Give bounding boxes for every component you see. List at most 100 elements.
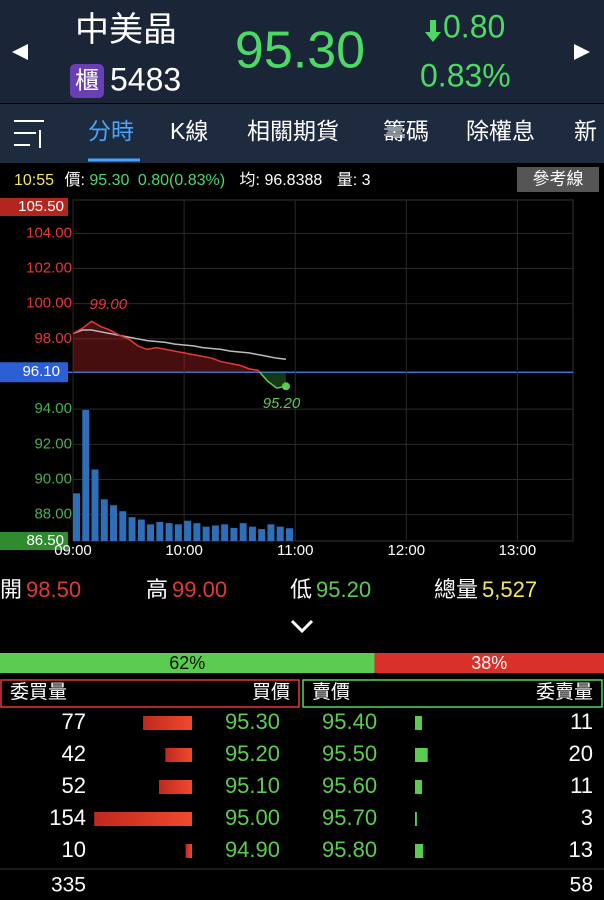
ref-button-label[interactable]: 參考線 <box>533 169 584 188</box>
info-time: 10:55 <box>14 172 54 189</box>
price-area-down <box>73 372 286 389</box>
bid-total: 335 <box>51 874 86 897</box>
x-tick-label: 12:00 <box>388 542 426 559</box>
price-line-up <box>73 320 261 372</box>
reference-label: 96.10 <box>22 363 60 380</box>
y-tick-label: 86.50 <box>26 532 64 549</box>
stock-name: 中美晶 <box>75 11 177 49</box>
buy-ratio-bar <box>0 653 375 673</box>
summary-item: 總量 5,527 <box>434 577 537 602</box>
volume-bar <box>193 523 201 541</box>
y-edge-box <box>0 532 68 550</box>
ask-bar <box>415 812 417 826</box>
prev-arrow[interactable] <box>12 44 28 60</box>
volume-bar <box>239 523 247 541</box>
header-bid-price: 買價 <box>252 681 290 703</box>
summary-label: 低 <box>290 577 312 602</box>
summary-label: 高 <box>146 577 168 602</box>
ask-price: 95.80 <box>322 837 377 862</box>
plot-bg <box>72 199 574 542</box>
summary-item: 高 99.00 <box>146 577 227 602</box>
volume-bar <box>174 524 182 541</box>
y-tick-label: 100.00 <box>26 295 72 312</box>
board-badge <box>70 64 104 98</box>
bid-header-box <box>0 679 300 708</box>
summary-value: 95.20 <box>316 577 371 602</box>
info-bar <box>0 164 604 197</box>
ask-bar <box>415 748 428 762</box>
y-tick-label: 88.00 <box>34 506 72 523</box>
avg-line <box>72 329 287 360</box>
volume-bar <box>202 526 210 541</box>
summary-item: 低 95.20 <box>290 577 371 602</box>
ask-price: 95.70 <box>322 805 377 830</box>
ask-bar <box>415 844 424 858</box>
x-tick-label: 11:00 <box>277 542 313 559</box>
bid-qty: 42 <box>62 741 86 766</box>
code: 5483 <box>110 61 181 97</box>
volume-bar <box>128 517 136 541</box>
summary-value: 98.50 <box>26 577 81 602</box>
tab[interactable]: 新 <box>574 118 597 144</box>
volume-bar <box>285 528 293 541</box>
bid-bar <box>185 844 192 858</box>
volume-bar <box>82 409 90 541</box>
volume-bar <box>73 493 80 541</box>
ask-qty: 13 <box>569 837 593 862</box>
tab[interactable]: 籌碼 <box>383 118 429 144</box>
tab[interactable]: K線 <box>170 118 208 144</box>
x-tick-label: 09:00 <box>54 542 92 559</box>
volume-bar <box>258 529 266 541</box>
volume-bar <box>184 520 192 541</box>
bid-price: 94.90 <box>225 837 280 862</box>
summary-label: 開 <box>0 577 22 602</box>
ask-qty: 20 <box>569 741 593 766</box>
change-pct: 0.83% <box>420 57 511 93</box>
annotation: 95.20 <box>263 395 301 412</box>
sell-ratio-bar <box>374 653 604 673</box>
ask-price: 95.40 <box>322 709 377 734</box>
bid-bar <box>158 780 192 794</box>
menu-icon[interactable] <box>14 120 44 148</box>
tab[interactable]: 除權息 <box>466 118 535 144</box>
bid-qty: 52 <box>62 773 86 798</box>
y-tick-label: 92.00 <box>34 435 72 452</box>
y-tick-label: 104.00 <box>26 224 72 241</box>
tab[interactable]: 分時 <box>88 118 134 144</box>
tab[interactable]: 相關期貨 <box>247 118 339 144</box>
expand-chevron[interactable] <box>290 619 314 634</box>
volume-bar <box>156 521 164 541</box>
header-ask-qty: 委賣量 <box>536 681 593 703</box>
info-line: 10:55 價: 95.30 0.80(0.83%) 均: 96.8388 量:… <box>14 171 371 189</box>
sell-ratio-label: 38% <box>471 653 507 673</box>
next-arrow[interactable] <box>574 44 590 60</box>
bid-price: 95.00 <box>225 805 280 830</box>
bid-qty: 77 <box>62 709 86 734</box>
info-vol: 3 <box>362 172 371 189</box>
bid-bar <box>94 812 192 826</box>
y-tick-label: 102.00 <box>26 259 72 276</box>
header-bid-qty: 委買量 <box>10 681 67 703</box>
y-tick-label: 90.00 <box>34 470 72 487</box>
volume-bar <box>211 525 219 541</box>
summary-item: 開 98.50 <box>0 577 81 602</box>
volume-bar <box>119 511 127 541</box>
header-ask-price: 賣價 <box>312 681 350 703</box>
tab-bar <box>0 104 604 163</box>
info-price: 95.30 <box>89 172 129 189</box>
down-icon <box>425 20 441 42</box>
ask-qty: 11 <box>570 709 593 734</box>
y-tick-label: 94.00 <box>34 400 72 417</box>
ask-qty: 11 <box>570 773 593 798</box>
ask-total: 58 <box>570 874 593 897</box>
x-tick-label: 13:00 <box>499 542 537 559</box>
y-edge-box <box>0 198 68 216</box>
x-tick-label: 10:00 <box>165 542 203 559</box>
summary-value: 99.00 <box>172 577 227 602</box>
volume-bar <box>147 524 155 541</box>
bid-price: 95.10 <box>225 773 280 798</box>
volume-bar <box>248 526 256 541</box>
ask-bar <box>415 780 422 794</box>
volume-bar <box>267 524 275 541</box>
ref-button[interactable] <box>517 167 599 192</box>
